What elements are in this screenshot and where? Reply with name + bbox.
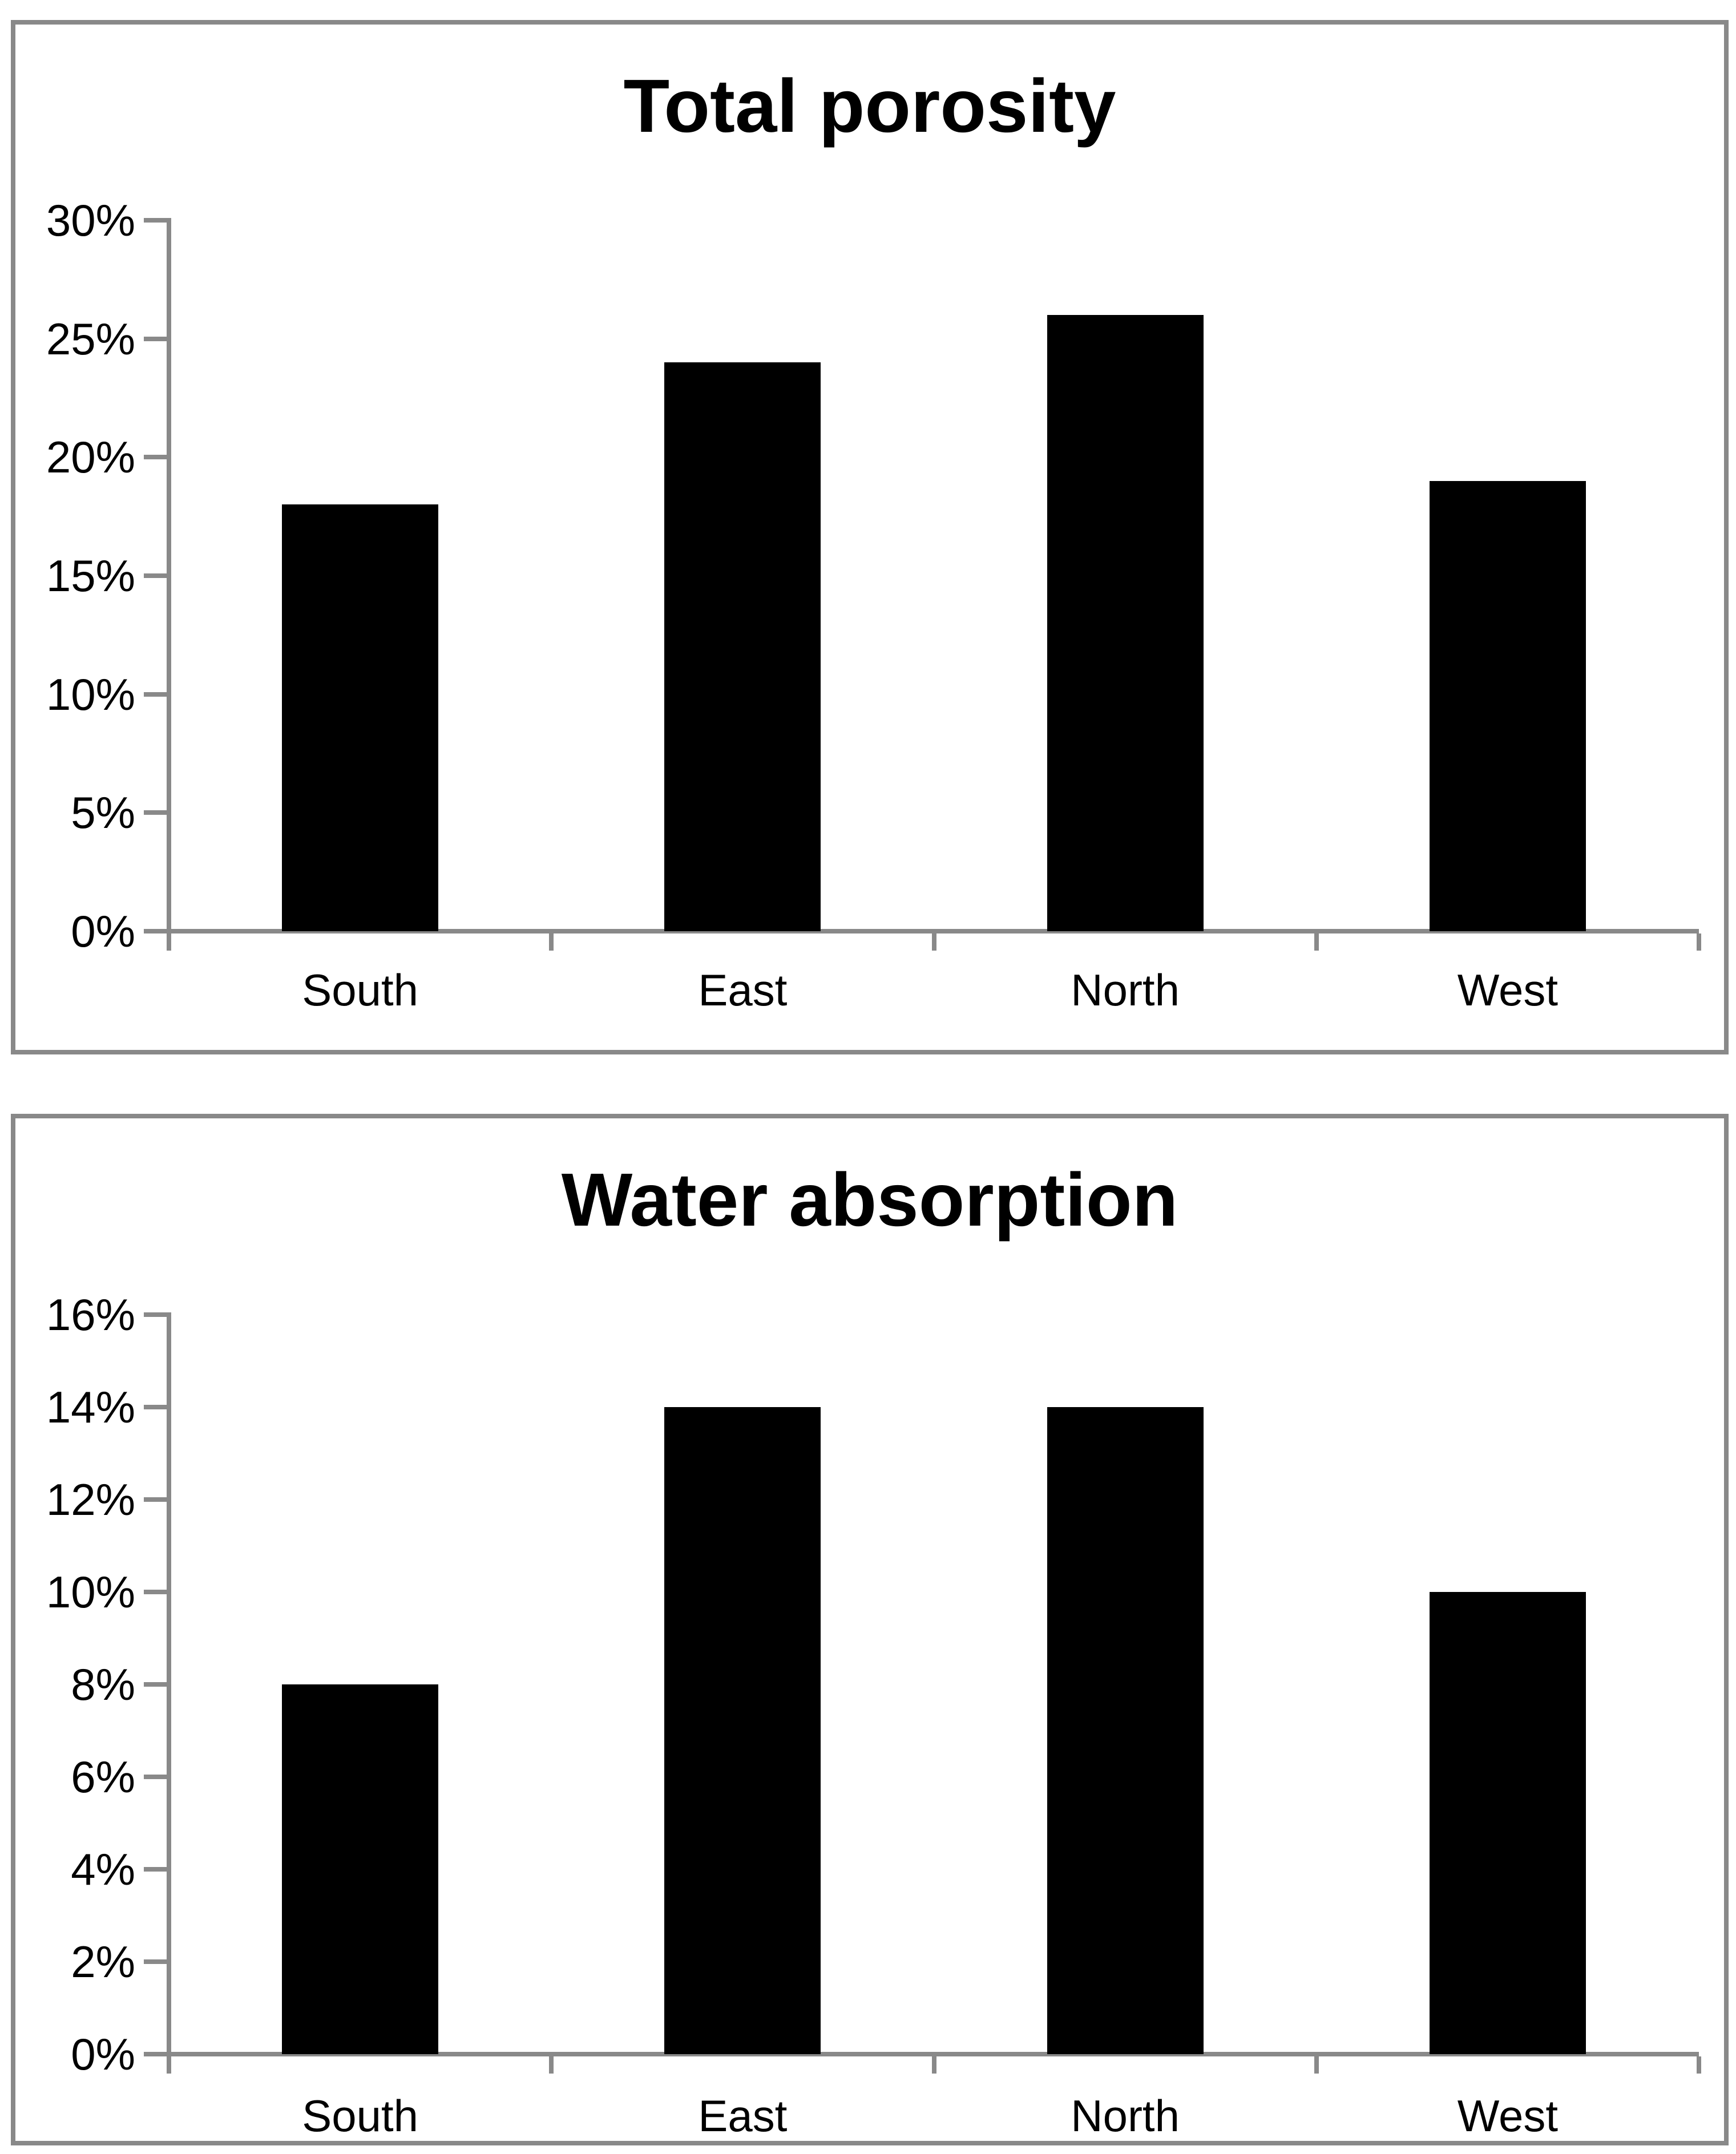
y-tick bbox=[144, 1867, 169, 1872]
chart-title: Total porosity bbox=[623, 64, 1116, 148]
x-tick bbox=[1697, 933, 1701, 951]
y-tick-label: 10% bbox=[46, 1567, 135, 1617]
chart-panel-total-porosity: Total porosity 0% 5% 10% 15% 20% 25% 30% South E… bbox=[11, 20, 1729, 1054]
y-tick-label: 30% bbox=[46, 195, 135, 245]
bar-south bbox=[282, 1684, 439, 2054]
bar-east bbox=[664, 1407, 821, 2054]
x-tick bbox=[1314, 2056, 1319, 2074]
chart-panel-water-absorption: Water absorption 0% 2% 4% 6% 8% 10% 12% 14% 16% S… bbox=[11, 1114, 1729, 2145]
chart-title: Water absorption bbox=[561, 1158, 1178, 1242]
bar-south bbox=[282, 504, 439, 931]
category-label-north: North bbox=[1071, 2091, 1180, 2141]
y-tick-label: 8% bbox=[71, 1659, 135, 1710]
x-tick bbox=[1314, 933, 1319, 951]
y-tick-label: 0% bbox=[71, 2029, 135, 2079]
y-tick-label: 15% bbox=[46, 551, 135, 601]
y-tick-label: 12% bbox=[46, 1474, 135, 1525]
y-tick bbox=[144, 336, 169, 341]
x-axis-line bbox=[144, 2052, 1699, 2056]
y-tick bbox=[144, 1590, 169, 1594]
category-label-north: North bbox=[1071, 965, 1180, 1015]
bar-west bbox=[1429, 1592, 1586, 2054]
y-tick bbox=[144, 1405, 169, 1409]
y-tick-label: 20% bbox=[46, 432, 135, 483]
category-label-south: South bbox=[302, 965, 419, 1015]
category-label-east: East bbox=[698, 965, 788, 1015]
x-tick bbox=[549, 933, 554, 951]
x-tick bbox=[167, 2056, 171, 2074]
y-tick bbox=[144, 692, 169, 697]
y-tick bbox=[144, 1312, 169, 1317]
category-label-south: South bbox=[302, 2091, 419, 2141]
bar-east bbox=[664, 362, 821, 931]
y-tick-label: 10% bbox=[46, 669, 135, 720]
y-tick-label: 6% bbox=[71, 1752, 135, 1802]
x-tick bbox=[1697, 2056, 1701, 2074]
y-tick-label: 14% bbox=[46, 1382, 135, 1432]
category-label-west: West bbox=[1457, 2091, 1558, 2141]
x-tick bbox=[167, 933, 171, 951]
y-tick-label: 0% bbox=[71, 906, 135, 956]
x-axis-line bbox=[144, 929, 1699, 933]
bar-north bbox=[1047, 315, 1204, 931]
y-axis-line bbox=[167, 218, 171, 951]
y-tick bbox=[144, 573, 169, 578]
bar-north bbox=[1047, 1407, 1204, 2054]
y-tick bbox=[144, 810, 169, 815]
x-tick bbox=[931, 933, 936, 951]
y-tick-label: 16% bbox=[46, 1290, 135, 1340]
y-tick bbox=[144, 455, 169, 460]
y-axis-line bbox=[167, 1312, 171, 2074]
y-tick-label: 4% bbox=[71, 1844, 135, 1894]
y-tick bbox=[144, 1959, 169, 1964]
category-label-east: East bbox=[698, 2091, 788, 2141]
y-tick bbox=[144, 1682, 169, 1687]
category-label-west: West bbox=[1457, 965, 1558, 1015]
x-tick bbox=[549, 2056, 554, 2074]
y-tick bbox=[144, 1775, 169, 1779]
y-tick-label: 2% bbox=[71, 1937, 135, 1987]
y-tick-label: 5% bbox=[71, 787, 135, 838]
bar-west bbox=[1429, 480, 1586, 931]
x-tick bbox=[931, 2056, 936, 2074]
y-tick-label: 25% bbox=[46, 313, 135, 364]
y-tick bbox=[144, 218, 169, 223]
y-tick bbox=[144, 1497, 169, 1502]
